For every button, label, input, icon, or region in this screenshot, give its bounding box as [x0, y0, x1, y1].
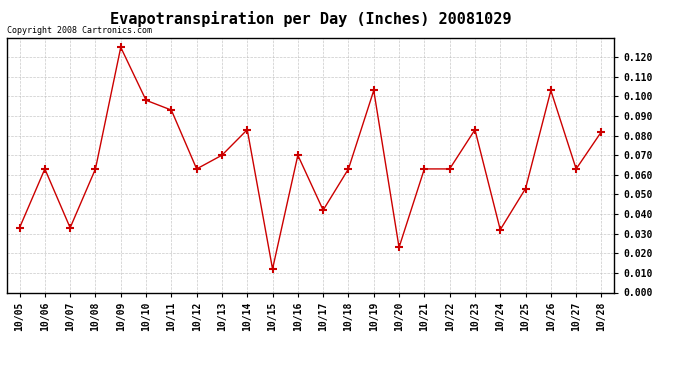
Text: Evapotranspiration per Day (Inches) 20081029: Evapotranspiration per Day (Inches) 2008…: [110, 11, 511, 27]
Text: Copyright 2008 Cartronics.com: Copyright 2008 Cartronics.com: [7, 26, 152, 35]
